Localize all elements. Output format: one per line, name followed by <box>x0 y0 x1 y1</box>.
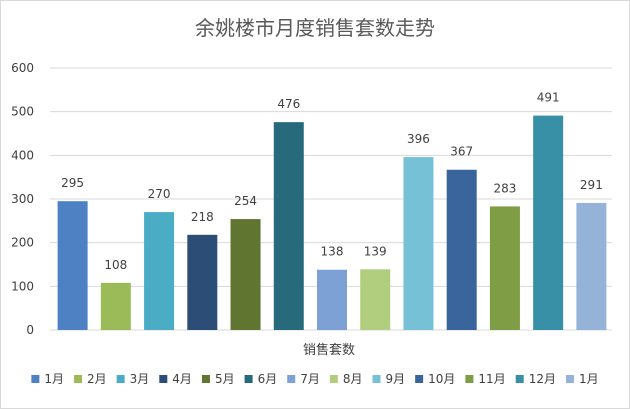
legend-item: 10月 <box>415 372 455 386</box>
bar <box>489 206 520 330</box>
bar <box>100 282 131 330</box>
legend-swatch <box>116 375 125 383</box>
legend-item: 5月 <box>201 372 235 386</box>
y-axis-ticks: 0 100 200 300 400 500 600 <box>11 61 34 337</box>
data-label: 108 <box>104 258 127 272</box>
data-label: 218 <box>191 210 214 224</box>
y-tick-label: 500 <box>11 105 34 119</box>
legend-label: 5月 <box>215 372 235 386</box>
x-axis-label: 销售套数 <box>303 342 355 358</box>
legend-swatch <box>372 375 381 383</box>
bar <box>446 169 477 330</box>
legend-swatch <box>74 375 83 383</box>
bars <box>57 115 607 330</box>
legend-label: 3月 <box>130 372 150 386</box>
legend-label: 7月 <box>300 372 320 386</box>
legend-label: 12月 <box>529 372 556 386</box>
y-tick-label: 400 <box>11 148 34 162</box>
bar <box>533 115 564 330</box>
data-label: 254 <box>234 194 257 208</box>
legend: 1月 2月 3月 4月 5月 6月 7月 8月 9月 10月 11月 12月 1月 <box>31 372 599 386</box>
legend-item: 11月 <box>465 372 506 386</box>
legend-label: 4月 <box>172 372 192 386</box>
data-label: 139 <box>364 244 387 258</box>
data-label: 291 <box>580 178 603 192</box>
data-label: 283 <box>493 181 516 195</box>
legend-item: 12月 <box>515 372 556 386</box>
legend-item: 7月 <box>287 372 320 386</box>
legend-label: 1月 <box>579 372 599 386</box>
legend-item: 3月 <box>116 372 150 386</box>
legend-item: 8月 <box>329 372 363 386</box>
y-tick-label: 300 <box>11 192 34 206</box>
y-tick-label: 600 <box>11 61 34 75</box>
chart-title: 余姚楼市月度销售套数走势 <box>195 16 435 40</box>
bar <box>576 202 607 330</box>
legend-swatch <box>515 375 524 383</box>
data-label: 491 <box>537 91 560 105</box>
legend-label: 1月 <box>44 372 64 386</box>
legend-label: 6月 <box>258 372 278 386</box>
data-label: 396 <box>407 132 430 146</box>
data-label: 138 <box>321 245 344 259</box>
bar <box>144 212 175 330</box>
legend-item: 9月 <box>372 372 406 386</box>
data-label: 476 <box>277 97 300 111</box>
data-label: 295 <box>61 176 84 190</box>
bar <box>187 234 218 330</box>
legend-item: 1月 <box>565 372 599 386</box>
legend-swatch <box>465 375 474 383</box>
legend-swatch <box>31 375 40 383</box>
legend-item: 2月 <box>74 372 107 386</box>
legend-item: 1月 <box>31 372 64 386</box>
legend-swatch <box>287 375 296 383</box>
legend-swatch <box>415 375 424 383</box>
bar <box>403 157 434 330</box>
data-labels: 295 108 270 218 254 476 138 139 396 367 283 491 291 <box>61 91 603 272</box>
legend-swatch <box>201 375 210 383</box>
legend-label: 9月 <box>386 372 406 386</box>
bar <box>273 122 304 330</box>
legend-label: 8月 <box>343 372 363 386</box>
legend-swatch <box>565 375 574 383</box>
legend-label: 2月 <box>87 372 107 386</box>
bar <box>360 269 391 330</box>
bar <box>57 201 88 330</box>
y-tick-label: 100 <box>11 279 34 293</box>
legend-swatch <box>329 375 338 383</box>
bar <box>317 269 347 330</box>
y-tick-label: 200 <box>11 236 34 250</box>
legend-swatch <box>244 375 253 383</box>
y-tick-label: 0 <box>26 323 34 337</box>
data-label: 270 <box>148 187 171 201</box>
legend-label: 10月 <box>428 372 455 386</box>
data-label: 367 <box>450 145 473 159</box>
legend-item: 4月 <box>159 372 192 386</box>
legend-item: 6月 <box>244 372 278 386</box>
bar <box>230 219 261 330</box>
legend-swatch <box>159 375 168 383</box>
legend-label: 11月 <box>478 372 505 386</box>
